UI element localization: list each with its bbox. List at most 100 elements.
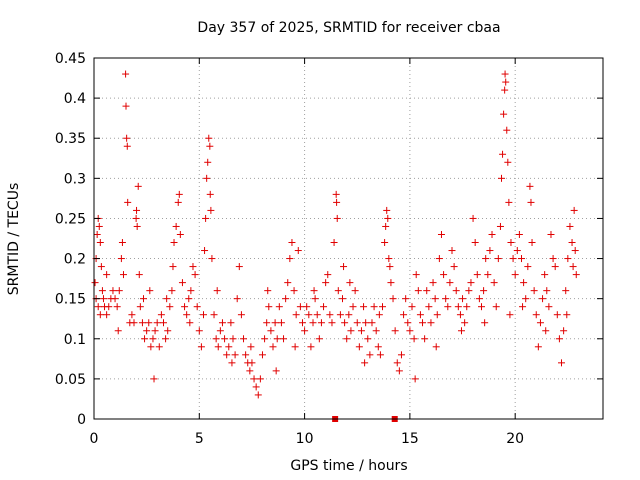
data-point [228, 359, 236, 367]
data-point [465, 287, 473, 295]
data-point [307, 343, 315, 351]
data-point [545, 303, 553, 311]
data-point [313, 311, 321, 319]
data-point [111, 295, 119, 303]
data-point [210, 311, 218, 319]
data-point [229, 335, 237, 343]
data-point [355, 343, 363, 351]
data-point [432, 343, 440, 351]
data-point [310, 287, 318, 295]
data-point [163, 295, 171, 303]
data-point [513, 247, 521, 255]
data-point [159, 319, 167, 327]
y-tick-label: 0.25 [55, 211, 86, 227]
data-point [206, 190, 214, 198]
data-point [406, 327, 414, 335]
y-tick-label: 0.4 [64, 91, 86, 107]
data-point [571, 247, 579, 255]
data-point [471, 239, 479, 247]
x-tick-label: 10 [296, 431, 314, 447]
data-point [542, 327, 550, 335]
data-point [566, 222, 574, 230]
data-point [340, 263, 348, 271]
data-point [333, 198, 341, 206]
data-point [459, 295, 467, 303]
data-point [175, 190, 183, 198]
data-point [195, 327, 203, 335]
data-point [442, 295, 450, 303]
data-point [99, 295, 107, 303]
data-point [282, 295, 290, 303]
data-point [357, 327, 365, 335]
grid-lines [94, 58, 603, 419]
data-point [235, 263, 243, 271]
data-point [250, 375, 258, 383]
data-point [320, 303, 328, 311]
data-point [477, 303, 485, 311]
data-point [256, 375, 264, 383]
y-tick-label: 0.45 [55, 51, 86, 67]
data-point [286, 255, 294, 263]
x-tick-label: 20 [506, 431, 524, 447]
data-point [166, 303, 174, 311]
data-point [164, 327, 172, 335]
data-point [122, 102, 130, 110]
data-points [91, 70, 580, 422]
data-point [330, 239, 338, 247]
data-point [387, 279, 395, 287]
data-point [133, 206, 141, 214]
data-point [572, 271, 580, 279]
data-point [94, 303, 102, 311]
y-axis-label: SRMTID / TECUs [6, 183, 22, 296]
data-point [333, 214, 341, 222]
data-point [395, 367, 403, 375]
data-point [400, 311, 408, 319]
data-point [558, 359, 566, 367]
data-point [291, 343, 299, 351]
data-point [273, 335, 281, 343]
data-point [518, 255, 526, 263]
data-point [150, 375, 158, 383]
data-point [133, 222, 141, 230]
data-point [450, 263, 458, 271]
y-tick-label: 0.15 [55, 292, 86, 308]
data-point [141, 335, 149, 343]
data-point [143, 327, 151, 335]
data-point [178, 279, 186, 287]
data-point [385, 255, 393, 263]
data-point [501, 70, 509, 78]
y-tick-label: 0.3 [64, 171, 86, 187]
data-point [151, 327, 159, 335]
data-point [520, 279, 528, 287]
y-tick-label: 0.2 [64, 252, 86, 268]
data-point [277, 319, 285, 327]
data-point [218, 319, 226, 327]
y-tick-label: 0.05 [55, 372, 86, 388]
data-point [457, 327, 465, 335]
data-point [185, 295, 193, 303]
data-point [416, 311, 424, 319]
data-point [193, 303, 201, 311]
data-point [186, 319, 194, 327]
data-point [203, 174, 211, 182]
data-point [103, 271, 111, 279]
data-point [202, 214, 210, 222]
data-point [532, 311, 540, 319]
data-point [421, 335, 429, 343]
data-point [539, 295, 547, 303]
data-point [504, 158, 512, 166]
data-point [233, 295, 241, 303]
data-point [375, 311, 383, 319]
data-point [322, 279, 330, 287]
data-point [123, 134, 131, 142]
data-point [155, 343, 163, 351]
data-point [549, 255, 557, 263]
data-point [247, 343, 255, 351]
data-point [509, 255, 517, 263]
data-point [381, 239, 389, 247]
data-point [411, 375, 419, 383]
data-point [153, 319, 161, 327]
data-point [448, 247, 456, 255]
data-point [480, 287, 488, 295]
data-point [431, 295, 439, 303]
